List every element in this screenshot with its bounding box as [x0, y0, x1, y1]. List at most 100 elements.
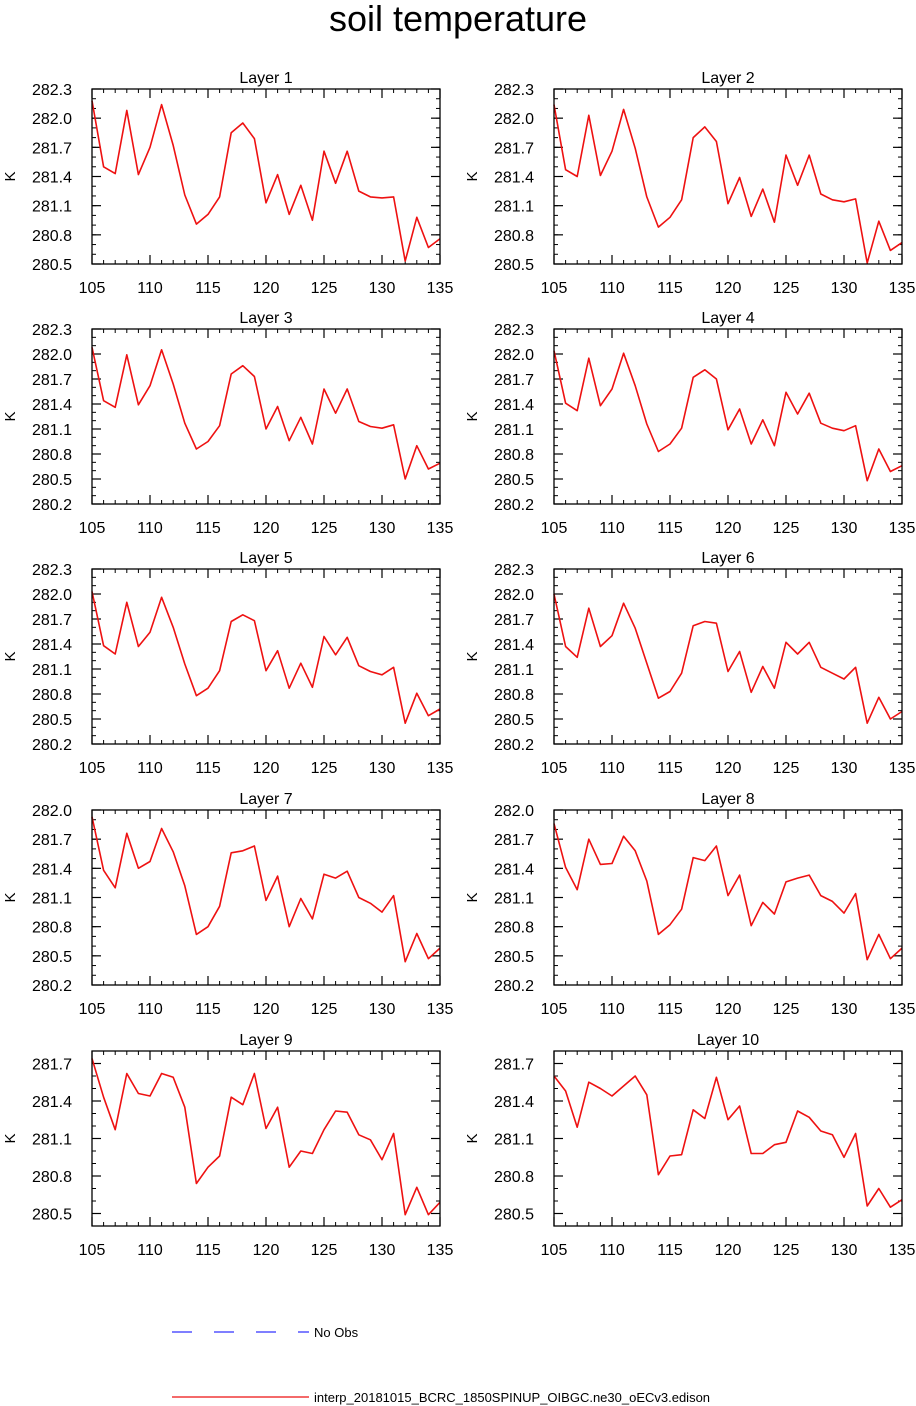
x-tick-label: 125	[311, 1001, 338, 1018]
x-tick-label: 125	[773, 520, 800, 537]
y-axis-label: K	[464, 411, 481, 421]
chart-panel-6: Layer 6 K 105 110 115 120 125 130 135 280.2 280.5 2…	[464, 550, 915, 777]
series-line	[553, 593, 903, 725]
x-tick-label: 135	[889, 280, 916, 297]
panel-title: Layer 5	[239, 550, 292, 567]
series-line	[91, 100, 441, 262]
x-tick-label: 110	[137, 760, 163, 777]
x-tick-label: 110	[137, 1242, 163, 1259]
x-tick-label: 130	[831, 1001, 858, 1018]
x-tick-label: 135	[889, 760, 916, 777]
x-tick-label: 125	[773, 280, 800, 297]
y-tick-label: 280.8	[494, 920, 534, 937]
series-line	[553, 104, 903, 264]
panel-title: Layer 10	[697, 1032, 759, 1049]
x-tick-label: 110	[599, 760, 625, 777]
x-tick-label: 115	[195, 520, 221, 537]
x-tick-label: 130	[369, 1242, 396, 1259]
x-tick-label: 135	[427, 1001, 454, 1018]
y-tick-label: 280.5	[32, 712, 72, 729]
y-tick-label: 282.3	[494, 82, 534, 99]
panel-title: Layer 4	[701, 310, 754, 327]
x-tick-label: 125	[311, 1242, 338, 1259]
y-tick-label: 280.8	[32, 1169, 72, 1186]
x-tick-label: 120	[715, 760, 742, 777]
y-tick-label: 281.4	[494, 397, 534, 414]
x-tick-label: 135	[889, 1242, 916, 1259]
x-tick-label: 115	[195, 1001, 221, 1018]
panels: Layer 1 K 105 110 115 120 125 130 135 280.5 280.8 2…	[2, 70, 915, 1259]
series-line	[91, 347, 441, 480]
y-tick-label: 281.4	[494, 637, 534, 654]
y-axis-label: K	[2, 651, 19, 661]
y-tick-label: 280.5	[32, 949, 72, 966]
y-tick-label: 281.1	[494, 422, 534, 439]
x-tick-label: 130	[831, 520, 858, 537]
x-tick-label: 135	[427, 280, 454, 297]
legend-label-model: interp_20181015_BCRC_1850SPINUP_OIBGC.ne…	[314, 1390, 710, 1405]
y-tick-label: 281.1	[32, 662, 72, 679]
plot-frame	[91, 328, 441, 505]
y-tick-label: 281.1	[494, 891, 534, 908]
panel-title: Layer 3	[239, 310, 292, 327]
y-tick-label: 281.1	[32, 1132, 72, 1149]
y-tick-label: 281.4	[32, 637, 72, 654]
y-tick-label: 282.0	[494, 587, 534, 604]
y-tick-label: 281.1	[32, 891, 72, 908]
x-tick-label: 130	[831, 1242, 858, 1259]
x-tick-label: 135	[427, 520, 454, 537]
x-tick-label: 120	[253, 520, 280, 537]
y-tick-label: 281.1	[32, 199, 72, 216]
chart-panel-9: Layer 9 K 105 110 115 120 125 130 135 280.5 280.8 2…	[2, 1032, 453, 1259]
y-tick-label: 280.2	[494, 978, 534, 995]
plot-frame	[553, 809, 903, 986]
x-tick-label: 125	[311, 520, 338, 537]
panel-title: Layer 1	[239, 70, 292, 87]
plot-frame	[91, 809, 441, 986]
y-tick-label: 282.0	[32, 347, 72, 364]
y-tick-label: 280.5	[494, 257, 534, 274]
y-tick-label: 281.7	[32, 372, 72, 389]
x-tick-label: 135	[427, 760, 454, 777]
y-tick-label: 281.4	[494, 861, 534, 878]
chart-panel-8: Layer 8 K 105 110 115 120 125 130 135 280.2 280.5 2…	[464, 791, 915, 1018]
chart-panel-7: Layer 7 K 105 110 115 120 125 130 135 280.2 280.5 2…	[2, 791, 453, 1018]
y-tick-label: 281.7	[494, 832, 534, 849]
y-tick-label: 280.8	[32, 228, 72, 245]
x-tick-label: 115	[657, 1242, 683, 1259]
series-line	[91, 1058, 441, 1216]
x-tick-label: 110	[599, 1242, 625, 1259]
x-tick-label: 105	[79, 1242, 106, 1259]
x-tick-label: 105	[541, 520, 568, 537]
x-tick-label: 115	[657, 760, 683, 777]
y-tick-label: 281.1	[494, 662, 534, 679]
y-tick-label: 280.5	[494, 949, 534, 966]
y-axis-label: K	[464, 1133, 481, 1143]
y-tick-label: 282.3	[494, 562, 534, 579]
y-tick-label: 280.5	[32, 1207, 72, 1224]
y-tick-label: 280.5	[32, 257, 72, 274]
x-tick-label: 130	[369, 1001, 396, 1018]
y-axis-label: K	[464, 892, 481, 902]
y-tick-label: 281.4	[32, 397, 72, 414]
x-tick-label: 120	[715, 1242, 742, 1259]
y-tick-label: 280.8	[32, 447, 72, 464]
y-tick-label: 281.7	[32, 140, 72, 157]
x-tick-label: 130	[369, 760, 396, 777]
x-tick-label: 115	[195, 280, 221, 297]
y-tick-label: 282.3	[32, 322, 72, 339]
x-tick-label: 115	[657, 520, 683, 537]
y-tick-label: 281.4	[494, 1094, 534, 1111]
x-tick-label: 115	[657, 1001, 683, 1018]
x-tick-label: 110	[599, 280, 625, 297]
plot-frame	[91, 568, 441, 745]
x-tick-label: 130	[369, 520, 396, 537]
y-tick-label: 280.5	[494, 712, 534, 729]
y-tick-label: 281.7	[32, 612, 72, 629]
y-tick-label: 280.5	[32, 472, 72, 489]
x-tick-label: 110	[137, 520, 163, 537]
x-tick-label: 115	[195, 1242, 221, 1259]
plot-frame	[91, 88, 441, 265]
y-tick-label: 280.8	[32, 687, 72, 704]
x-tick-label: 120	[253, 280, 280, 297]
